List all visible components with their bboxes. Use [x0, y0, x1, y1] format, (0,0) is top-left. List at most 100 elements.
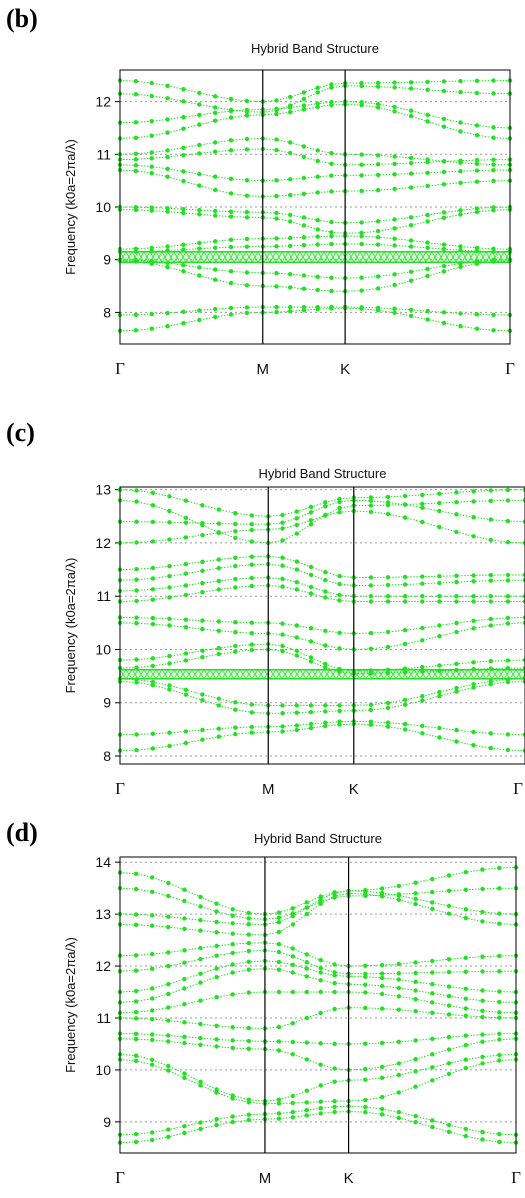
band-point: [167, 595, 172, 600]
band-point: [463, 996, 468, 1001]
band-point: [446, 969, 452, 975]
band-point: [471, 573, 476, 578]
band-gap-hatch: [455, 251, 463, 263]
band-point: [375, 84, 381, 89]
band-point: [294, 710, 299, 715]
band-gap-hatch: [473, 669, 481, 679]
band-point: [150, 966, 155, 971]
band-point: [150, 576, 156, 581]
band-point: [430, 900, 435, 905]
band-point: [454, 620, 459, 626]
band-point: [274, 284, 279, 289]
band-gap-hatch: [437, 251, 445, 263]
band-point: [280, 538, 285, 543]
band-point: [379, 983, 385, 989]
band-point: [420, 669, 425, 674]
band-point: [246, 1038, 251, 1044]
band-point: [133, 968, 139, 973]
band-point: [408, 80, 414, 85]
band-point: [497, 1052, 502, 1058]
band-point: [463, 915, 468, 921]
band-point: [413, 891, 418, 896]
band-point: [505, 540, 511, 545]
band-point: [480, 1008, 485, 1013]
band-point: [425, 119, 430, 124]
band-point: [244, 113, 250, 118]
band-point: [491, 257, 496, 263]
band-point: [166, 982, 171, 987]
band-point: [413, 988, 418, 993]
band-line: [119, 866, 517, 915]
band-point: [301, 215, 307, 220]
band-gap-hatch: [305, 251, 313, 263]
band-point: [488, 666, 493, 671]
band-point: [228, 115, 234, 120]
band-point: [304, 960, 309, 965]
band-point: [288, 309, 293, 314]
band-point: [200, 655, 205, 660]
band-point: [214, 1037, 219, 1042]
band-point: [244, 98, 250, 104]
band-point: [471, 685, 476, 690]
band-point: [408, 244, 414, 249]
band-point: [216, 578, 221, 584]
band-point: [183, 625, 189, 630]
band-point: [134, 519, 139, 524]
band-line: [119, 1007, 517, 1029]
band-point: [165, 264, 170, 270]
band-point: [288, 272, 293, 277]
band-point: [368, 702, 374, 707]
band-point: [474, 245, 480, 251]
band-point: [181, 126, 186, 131]
band-point: [505, 487, 511, 493]
band-point: [318, 1062, 323, 1067]
band-point: [294, 635, 299, 640]
band-point: [337, 581, 342, 587]
band-point: [288, 140, 293, 145]
band-point: [198, 998, 203, 1003]
band-point: [413, 1069, 418, 1074]
band-point: [454, 490, 459, 495]
band-point: [458, 212, 463, 217]
band-point: [408, 313, 414, 319]
band-point: [522, 732, 525, 737]
panel-label-b: (b): [6, 4, 38, 33]
band-point: [182, 976, 187, 982]
band-point: [402, 628, 408, 633]
band-point: [474, 206, 480, 211]
band-point: [200, 559, 205, 564]
band-point: [150, 1008, 155, 1013]
band-point: [213, 174, 218, 179]
band-point: [276, 1097, 282, 1102]
band-point: [197, 151, 202, 156]
band-point: [458, 78, 463, 84]
band-point: [332, 1109, 337, 1115]
band-point: [276, 1101, 282, 1106]
band-point: [332, 1041, 337, 1046]
band-point: [413, 1056, 418, 1062]
band-point: [166, 963, 171, 969]
band-point: [280, 703, 285, 708]
band-point: [363, 971, 368, 976]
y-tick-label: 12: [95, 535, 111, 551]
band-point: [181, 207, 186, 212]
band-point: [368, 509, 374, 514]
band-point: [437, 574, 442, 579]
band-point: [228, 312, 234, 317]
band-point: [230, 1038, 235, 1043]
band-point: [323, 512, 328, 518]
band-point: [149, 249, 154, 254]
band-point: [441, 246, 447, 252]
band-gap-hatch: [197, 669, 205, 679]
band-gap-hatch: [515, 669, 523, 679]
band-point: [368, 719, 374, 724]
band-point: [244, 178, 250, 183]
band-point: [183, 617, 189, 622]
band-point: [288, 212, 293, 218]
band-point: [308, 639, 314, 644]
band-point: [233, 700, 238, 705]
band-point: [446, 957, 452, 962]
band-gap-hatch: [209, 251, 217, 263]
band-gap-hatch: [311, 251, 319, 263]
band-point: [274, 216, 279, 221]
